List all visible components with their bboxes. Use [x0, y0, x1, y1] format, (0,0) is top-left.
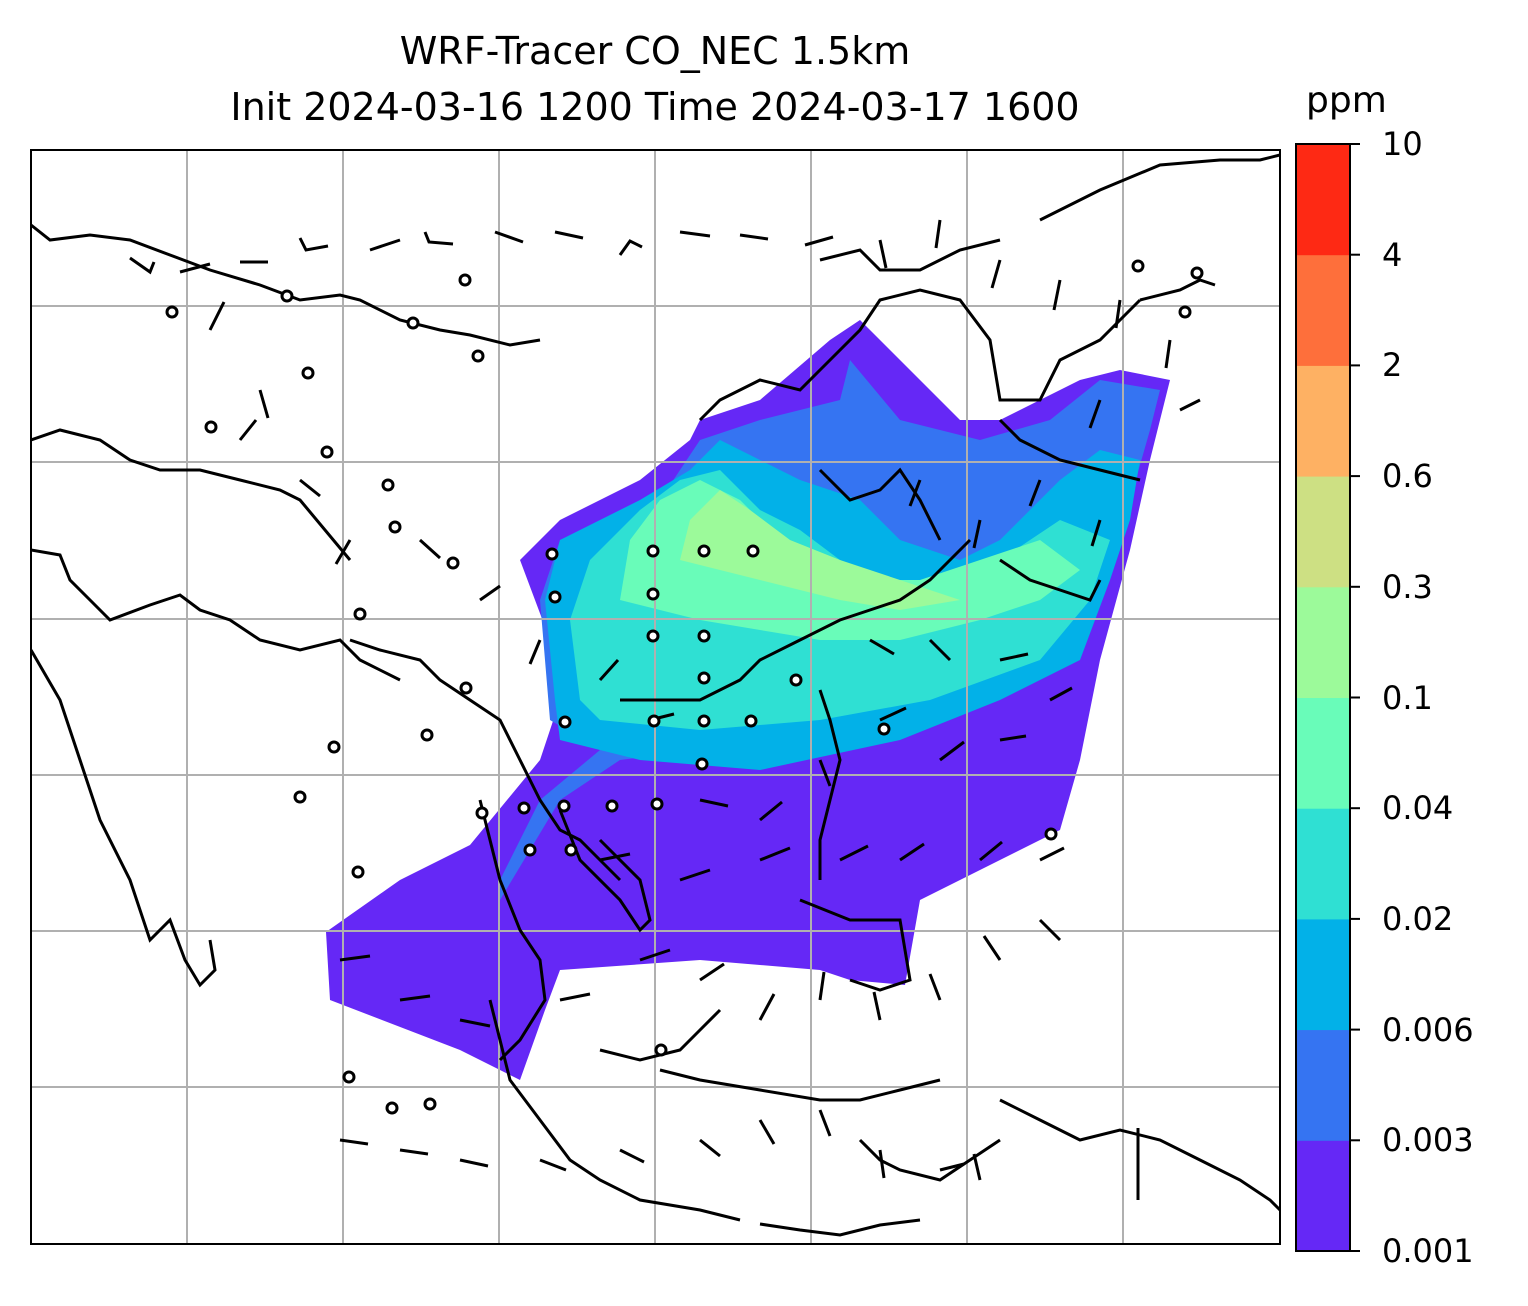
- colorbar-tick-label: 10: [1382, 125, 1423, 163]
- colorbar-segment-7: [1296, 365, 1350, 477]
- coastlines: [31, 153, 1280, 1237]
- map-area: [31, 150, 1280, 1244]
- title-line2: Init 2024-03-16 1200 Time 2024-03-17 160…: [230, 85, 1080, 129]
- colorbar-tick-label: 0.001: [1382, 1232, 1474, 1270]
- colorbar-tick-label: 0.02: [1382, 899, 1454, 938]
- colorbar-segment-8: [1296, 254, 1350, 366]
- map-frame: [30, 149, 1281, 1245]
- colorbar-tick-label: 0.1: [1382, 678, 1433, 717]
- colorbar-tick-label: 4: [1382, 235, 1403, 274]
- gridlines: [31, 150, 1280, 1244]
- colorbar-segment-3: [1296, 808, 1350, 920]
- colorbar-tick-label: 0.3: [1382, 567, 1433, 606]
- colorbar-segment-0: [1296, 1140, 1350, 1252]
- colorbar-segment-4: [1296, 697, 1350, 809]
- colorbar-segment-6: [1296, 476, 1350, 588]
- wind-barbs: [129, 219, 1201, 1181]
- tracer-field: [326, 320, 1170, 1080]
- colorbar-segment-2: [1296, 918, 1350, 1031]
- colorbar-tick-label: 2: [1382, 346, 1403, 385]
- title-line1: WRF-Tracer CO_NEC 1.5km: [399, 29, 911, 73]
- calm-markers: [165, 259, 1204, 1115]
- colorbar-segment-1: [1296, 1029, 1350, 1141]
- colorbar: [1295, 143, 1360, 1252]
- tracer-band-0.1: [680, 490, 960, 610]
- colorbar-segment-9: [1296, 144, 1350, 256]
- colorbar-unit-label: ppm: [1306, 80, 1387, 121]
- colorbar-tick-label: 0.003: [1382, 1121, 1474, 1160]
- colorbar-tick-label: 0.04: [1382, 789, 1454, 828]
- colorbar-tick-label: 0.006: [1382, 1010, 1474, 1049]
- colorbar-segment-5: [1296, 586, 1350, 698]
- colorbar-tick-label: 0.6: [1382, 457, 1433, 496]
